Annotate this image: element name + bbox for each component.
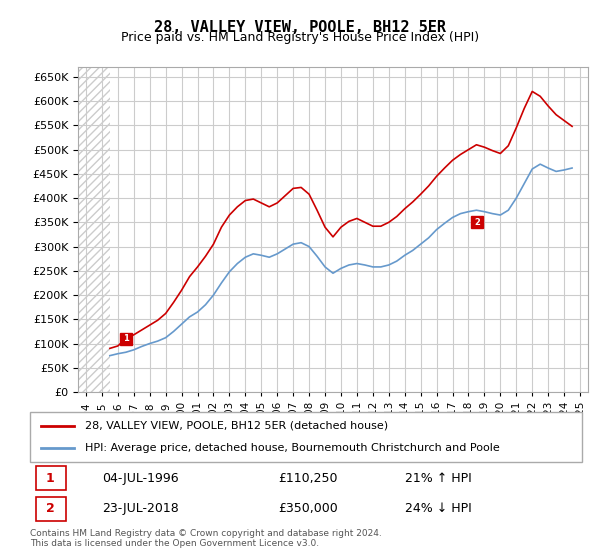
Text: 23-JUL-2018: 23-JUL-2018	[102, 502, 179, 515]
Text: Contains HM Land Registry data © Crown copyright and database right 2024.: Contains HM Land Registry data © Crown c…	[30, 529, 382, 538]
Text: 2: 2	[46, 502, 55, 515]
Text: 28, VALLEY VIEW, POOLE, BH12 5ER (detached house): 28, VALLEY VIEW, POOLE, BH12 5ER (detach…	[85, 421, 388, 431]
Text: 2: 2	[474, 218, 480, 227]
Text: 1: 1	[123, 334, 129, 343]
FancyBboxPatch shape	[35, 497, 66, 521]
Text: Price paid vs. HM Land Registry's House Price Index (HPI): Price paid vs. HM Land Registry's House …	[121, 31, 479, 44]
Text: HPI: Average price, detached house, Bournemouth Christchurch and Poole: HPI: Average price, detached house, Bour…	[85, 443, 500, 453]
Text: 28, VALLEY VIEW, POOLE, BH12 5ER: 28, VALLEY VIEW, POOLE, BH12 5ER	[154, 20, 446, 35]
FancyBboxPatch shape	[35, 466, 66, 489]
Text: £110,250: £110,250	[278, 472, 338, 484]
Text: £350,000: £350,000	[278, 502, 338, 515]
Text: This data is licensed under the Open Government Licence v3.0.: This data is licensed under the Open Gov…	[30, 539, 319, 548]
Text: 04-JUL-1996: 04-JUL-1996	[102, 472, 178, 484]
FancyBboxPatch shape	[30, 412, 582, 462]
Text: 1: 1	[46, 472, 55, 484]
Text: 24% ↓ HPI: 24% ↓ HPI	[406, 502, 472, 515]
Text: 21% ↑ HPI: 21% ↑ HPI	[406, 472, 472, 484]
